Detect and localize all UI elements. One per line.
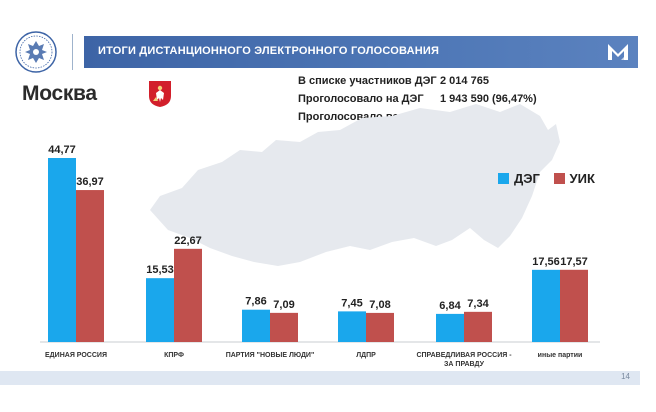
moscow-coat-of-arms-icon — [149, 81, 171, 107]
header-bar: ИТОГИ ДИСТАНЦИОННОГО ЭЛЕКТРОННОГО ГОЛОСО… — [84, 36, 638, 68]
bar-uik — [76, 190, 104, 342]
bar-value-label: 7,86 — [245, 296, 266, 308]
bar-value-label: 22,67 — [174, 235, 202, 247]
stat-label: В списке участников ДЭГ — [298, 75, 437, 87]
category-label: иные партии — [538, 352, 583, 359]
bar-value-label: 7,09 — [273, 299, 294, 311]
region-title: Москва — [22, 82, 97, 105]
bar-value-label: 15,53 — [146, 264, 174, 276]
category-label: СПРАВЕДЛИВАЯ РОССИЯ -ЗА ПРАВДУ — [416, 352, 512, 368]
bar-value-label: 7,45 — [341, 297, 362, 309]
footer-bar: 14 — [0, 371, 640, 385]
bar-value-label: 36,97 — [76, 176, 104, 188]
russia-map-silhouette — [150, 104, 560, 266]
stat-row: В списке участников ДЭГ 2 014 765 — [298, 72, 537, 90]
header-divider — [72, 34, 73, 70]
legend-label: УИК — [569, 171, 595, 187]
bar-deg — [338, 311, 366, 342]
bar-deg — [146, 278, 174, 342]
bar-value-label: 17,56 — [532, 256, 560, 268]
bar-value-label: 44,77 — [48, 144, 76, 156]
bar-value-label: 7,08 — [369, 299, 390, 311]
category-label: ПАРТИЯ "НОВЫЕ ЛЮДИ" — [226, 352, 315, 359]
page-number: 14 — [621, 372, 630, 381]
legend-item-uik: УИК — [553, 171, 595, 187]
bar-value-label: 7,34 — [467, 298, 489, 310]
stat-value: 1 943 590 (96,47%) — [440, 93, 537, 105]
bar-uik — [270, 312, 298, 342]
bar-uik — [560, 269, 588, 342]
stat-value: 2 014 765 — [440, 75, 489, 87]
bar-uik — [174, 248, 202, 342]
legend-swatch-uik — [553, 173, 565, 185]
category-label: ЕДИНАЯ РОССИЯ — [45, 352, 107, 359]
legend-label: ДЭГ — [514, 171, 540, 187]
legend-swatch-deg — [498, 173, 509, 185]
bar-value-label: 6,84 — [439, 300, 461, 312]
stat-label: Проголосовало на ДЭГ — [298, 93, 424, 105]
bar-value-label: 17,57 — [560, 256, 588, 268]
stat-row: Проголосовало на ДЭГ 1 943 590 (96,47%) — [298, 90, 537, 108]
bar-deg — [48, 158, 76, 342]
legend-item-deg: ДЭГ — [498, 171, 540, 186]
bar-uik — [464, 311, 492, 342]
category-label: ЛДПР — [356, 352, 376, 359]
coat-of-arms-emblem — [15, 31, 57, 73]
chart-legend: ДЭГ УИК — [498, 170, 605, 186]
bar-uik — [366, 312, 394, 342]
bar-deg — [242, 309, 270, 342]
logo-icon — [608, 44, 628, 60]
bar-deg — [436, 313, 464, 342]
bar-deg — [532, 269, 560, 342]
page-title: ИТОГИ ДИСТАНЦИОННОГО ЭЛЕКТРОННОГО ГОЛОСО… — [98, 45, 440, 57]
category-label: КПРФ — [164, 352, 184, 359]
